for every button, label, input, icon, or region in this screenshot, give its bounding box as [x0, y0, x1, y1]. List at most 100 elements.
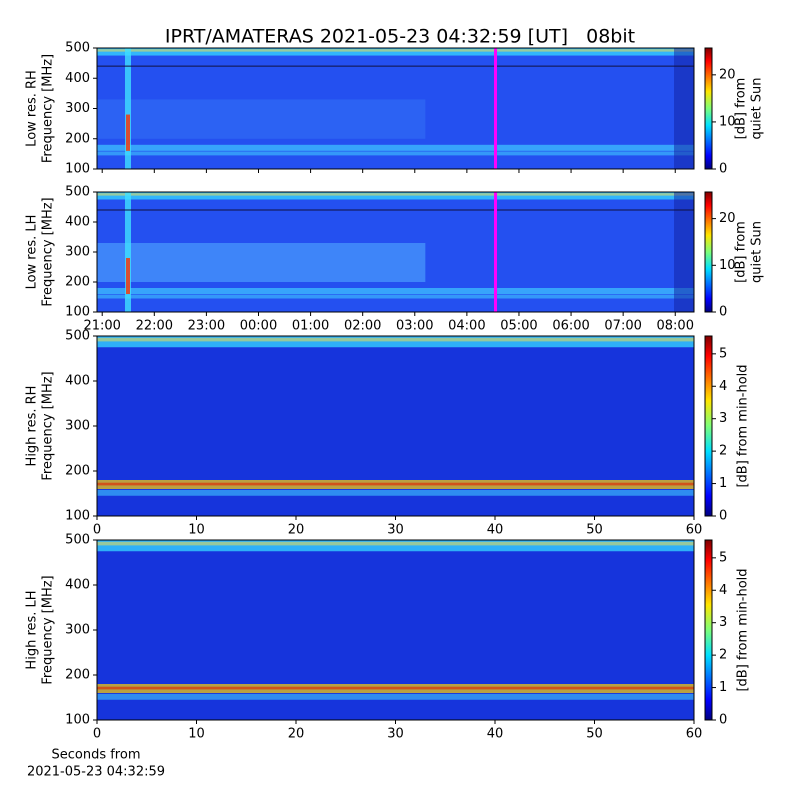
y-tick-label: 100: [65, 305, 90, 320]
colorbar-tick-label: 5: [719, 550, 727, 565]
x-tick-label: 30: [387, 727, 404, 742]
chart-title: IPRT/AMATERAS 2021-05-23 04:32:59 [UT] 0…: [165, 26, 635, 48]
spectrogram-band: [97, 193, 694, 196]
colorbar-tick-label: 20: [719, 67, 736, 82]
x-tick-label: 10: [188, 523, 205, 538]
spectrogram-band: [97, 144, 694, 151]
colorbar-tick-label: 4: [719, 379, 727, 394]
spectrogram-band: [97, 337, 694, 342]
colorbar-label: [dB] from: [734, 221, 749, 283]
x-tick-label: 20: [288, 523, 305, 538]
y-tick-label: 100: [65, 162, 90, 177]
y-tick-label: 100: [65, 713, 90, 728]
y-tick-label: 400: [65, 71, 90, 86]
x-tick-label: 07:00: [604, 319, 641, 334]
x-tick-label: 60: [686, 727, 703, 742]
spectrogram-band: [97, 693, 694, 700]
x-tick-label: 20: [288, 727, 305, 742]
y-axis-label: Low res. LH: [25, 215, 40, 290]
colorbar-label: [dB] from: [734, 78, 749, 140]
y-axis-label: Frequency [MHz]: [41, 575, 56, 684]
x-tick-label: 40: [487, 523, 504, 538]
colorbar-tick-label: 0: [719, 713, 727, 728]
spectrogram-band: [97, 294, 694, 299]
colorbar-tick-label: 0: [719, 162, 727, 177]
y-tick-label: 200: [65, 668, 90, 683]
y-axis-label: Frequency [MHz]: [41, 371, 56, 480]
y-axis-label: Low res. RH: [25, 70, 40, 147]
colorbar-label: quiet Sun: [750, 77, 765, 139]
x-tick-label: 10: [188, 727, 205, 742]
x-tick-label: 03:00: [396, 319, 433, 334]
spectrogram-band: [97, 99, 426, 139]
colorbar-tick-label: 3: [719, 615, 727, 630]
y-tick-label: 200: [65, 131, 90, 146]
x-tick-label: 04:00: [448, 319, 485, 334]
y-tick-label: 300: [65, 419, 90, 434]
colorbar-tick-label: 0: [719, 305, 727, 320]
spectrogram-band: [97, 243, 426, 282]
spectrogram-band: [97, 192, 694, 200]
x-tick-label: 08:00: [657, 319, 694, 334]
y-axis-label: Frequency [MHz]: [41, 54, 56, 163]
x-axis-label: 2021-05-23 04:32:59: [27, 765, 165, 780]
x-tick-label: 05:00: [500, 319, 537, 334]
spectrogram-band: [97, 540, 694, 552]
spectrogram-band: [97, 49, 694, 52]
spectrogram-band: [97, 288, 694, 294]
y-tick-label: 500: [65, 185, 90, 200]
spectrogram-band: [125, 192, 131, 312]
spectrogram-band: [97, 489, 694, 496]
colorbar-tick-label: 2: [719, 444, 727, 459]
colorbar-tick-label: 4: [719, 583, 727, 598]
spectrogram-band: [97, 48, 694, 56]
colorbar-tick-label: 0: [719, 509, 727, 524]
x-tick-label: 0: [93, 523, 101, 538]
colorbar-tick-label: 10: [719, 258, 736, 273]
colorbar: [704, 191, 713, 313]
spectrogram-band: [97, 482, 694, 486]
colorbar-tick-label: 2: [719, 648, 727, 663]
colorbar-label: [dB] from min-hold: [736, 364, 751, 487]
x-tick-label: 06:00: [552, 319, 589, 334]
x-tick-label: 0: [93, 727, 101, 742]
y-axis-label: High res. LH: [25, 590, 40, 669]
spectrogram-band: [97, 541, 694, 546]
x-tick-label: 01:00: [292, 319, 329, 334]
colorbar: [704, 47, 713, 170]
y-tick-label: 300: [65, 101, 90, 116]
y-tick-label: 500: [65, 41, 90, 56]
x-tick-label: 60: [686, 523, 703, 538]
spectrogram-band: [674, 192, 694, 312]
y-axis-label: High res. RH: [25, 386, 40, 467]
spectrogram-band: [97, 686, 694, 690]
colorbar-tick-label: 1: [719, 476, 727, 491]
y-tick-label: 300: [65, 623, 90, 638]
spectrogram-band: [97, 151, 694, 156]
spectrogram-band: [97, 336, 694, 348]
colorbar-label: quiet Sun: [750, 221, 765, 283]
y-tick-label: 500: [65, 533, 90, 548]
x-tick-label: 02:00: [344, 319, 381, 334]
colorbar-tick-label: 20: [719, 211, 736, 226]
x-tick-label: 22:00: [136, 319, 173, 334]
x-tick-label: 40: [487, 727, 504, 742]
x-tick-label: 50: [586, 523, 603, 538]
y-axis-label: Frequency [MHz]: [41, 197, 56, 306]
x-tick-label: 21:00: [83, 319, 120, 334]
y-tick-label: 300: [65, 245, 90, 260]
y-tick-label: 200: [65, 275, 90, 290]
colorbar-tick-label: 3: [719, 411, 727, 426]
colorbar-label: [dB] from min-hold: [736, 568, 751, 691]
colorbar: [704, 335, 713, 517]
spectrogram-band: [126, 258, 130, 294]
x-tick-label: 30: [387, 523, 404, 538]
x-tick-label: 23:00: [188, 319, 225, 334]
spectrogram-band: [126, 114, 130, 151]
spectrogram-band: [674, 48, 694, 169]
y-tick-label: 500: [65, 329, 90, 344]
y-tick-label: 400: [65, 578, 90, 593]
x-tick-label: 50: [586, 727, 603, 742]
x-axis-label: Seconds from: [51, 748, 140, 763]
